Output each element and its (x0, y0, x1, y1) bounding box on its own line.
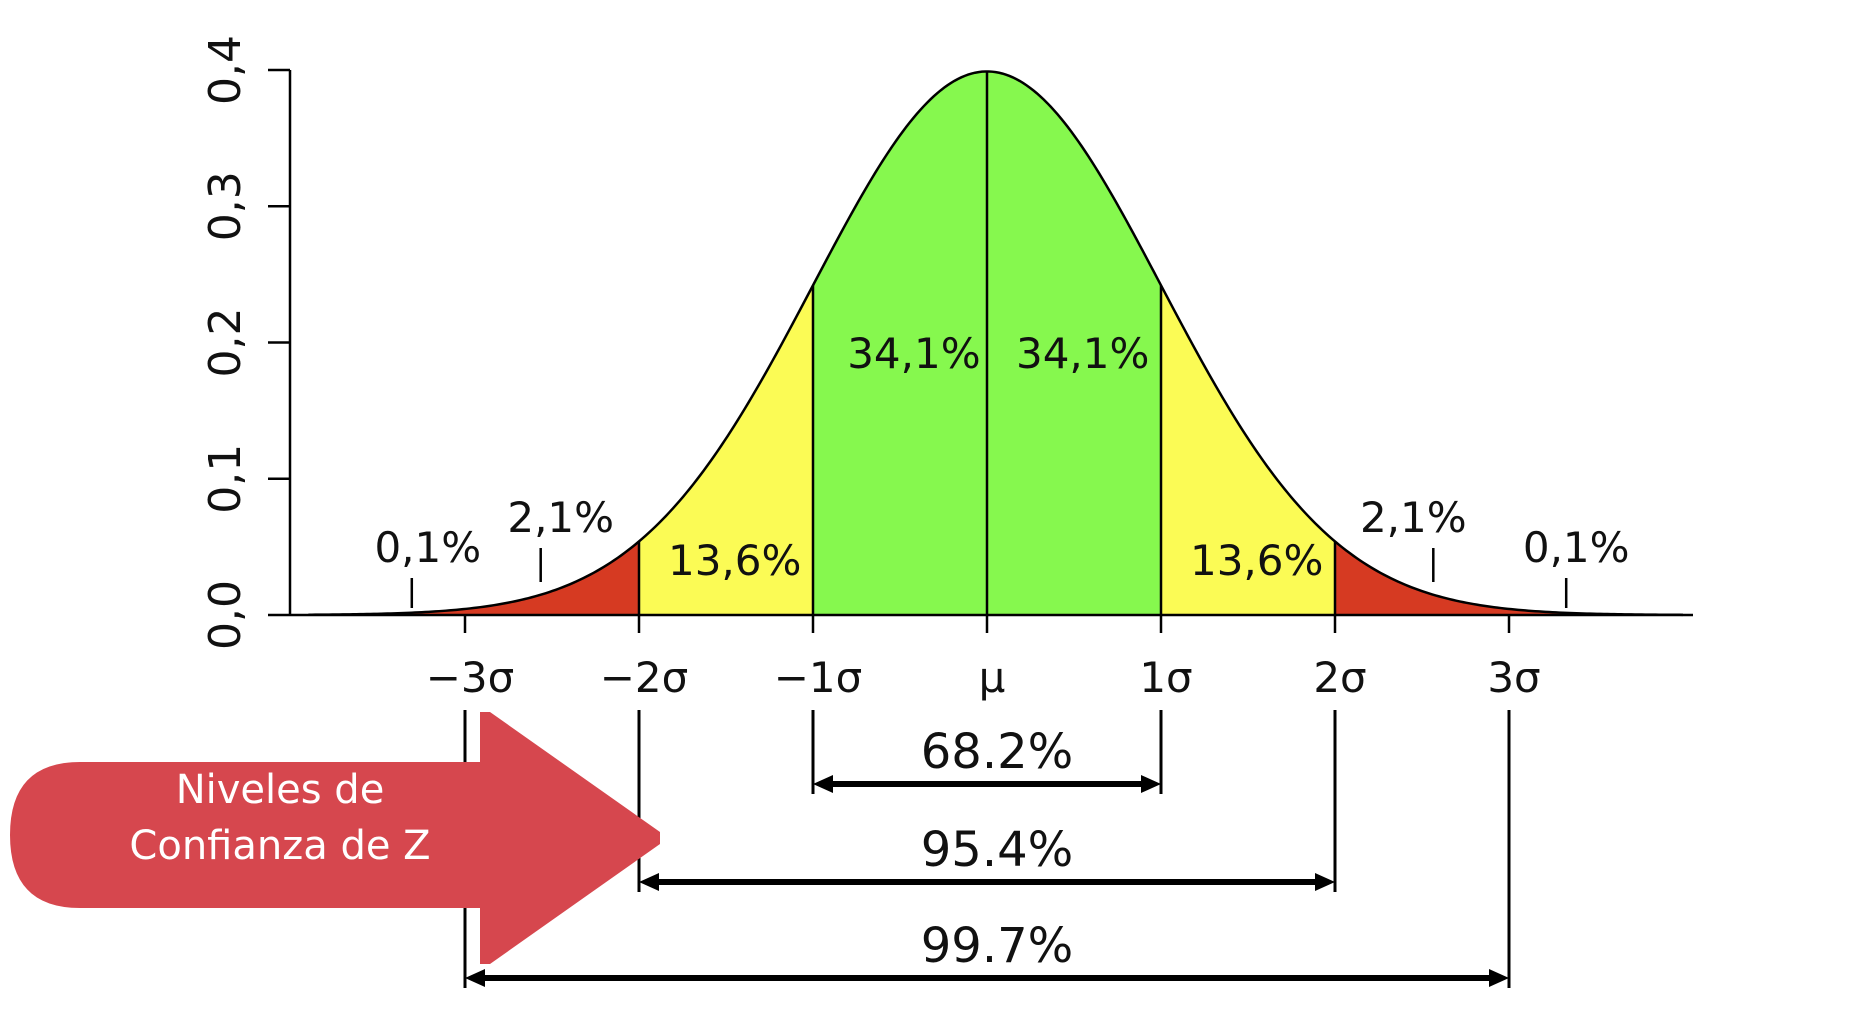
x-tick-label: −2σ (600, 653, 689, 702)
callout-label: Niveles de Confianza de Z (30, 762, 530, 874)
region-2 (813, 71, 987, 615)
confidence-intervals: 68.2% 95.4% 99.7% (463, 710, 1511, 988)
interval-label: 99.7% (921, 918, 1073, 974)
y-tick-label: 0,4 (200, 35, 251, 105)
curve-layer (308, 70, 1684, 617)
callout-arrow (10, 712, 660, 964)
y-ticks: 0,0 0,1 0,2 0,3 0,4 (200, 35, 290, 650)
interval-arrowhead-right (1489, 969, 1509, 987)
tail-label: 0,1% (1523, 523, 1630, 572)
region-0 (308, 541, 639, 615)
region-label: 2,1% (507, 493, 614, 542)
interval-arrowhead-right (1141, 775, 1161, 793)
interval-label: 68.2% (921, 724, 1073, 780)
x-ticks: −3σ −2σ −1σ μ 1σ 2σ 3σ (426, 615, 1541, 702)
interval-label: 95.4% (921, 822, 1073, 878)
interval-arrowhead-right (1315, 873, 1335, 891)
region-label: 2,1% (1360, 493, 1467, 542)
density-curve (308, 70, 1684, 617)
y-tick-label: 0,3 (200, 171, 251, 241)
x-tick-label: 1σ (1139, 653, 1192, 702)
region-label: 34,1% (847, 329, 980, 378)
interval-arrowhead-left (639, 873, 659, 891)
y-tick-label: 0,1 (200, 444, 251, 514)
interval-arrowhead-left (813, 775, 833, 793)
y-tick-label: 0,0 (200, 580, 251, 650)
tail-label: 0,1% (374, 523, 481, 572)
callout-line-1: Niveles de (175, 767, 385, 813)
x-tick-label: μ (979, 653, 1006, 702)
region-3 (987, 71, 1161, 615)
y-tick-label: 0,2 (200, 308, 251, 378)
region-label: 34,1% (1016, 329, 1149, 378)
x-tick-label: 3σ (1487, 653, 1540, 702)
region-label: 13,6% (668, 536, 801, 585)
callout-arrow-shape (10, 712, 660, 964)
x-tick-label: 2σ (1313, 653, 1366, 702)
callout-line-2: Confianza de Z (129, 823, 431, 869)
interval-arrowhead-left (465, 969, 485, 987)
region-5 (1335, 541, 1683, 615)
sigma-dividers (637, 71, 1337, 615)
x-tick-label: −1σ (774, 653, 863, 702)
region-label: 13,6% (1190, 536, 1323, 585)
x-tick-label: −3σ (426, 653, 515, 702)
region-labels: 2,1% 13,6% 34,1% 34,1% 13,6% 2,1% 0,1% 0,1% (374, 329, 1630, 608)
